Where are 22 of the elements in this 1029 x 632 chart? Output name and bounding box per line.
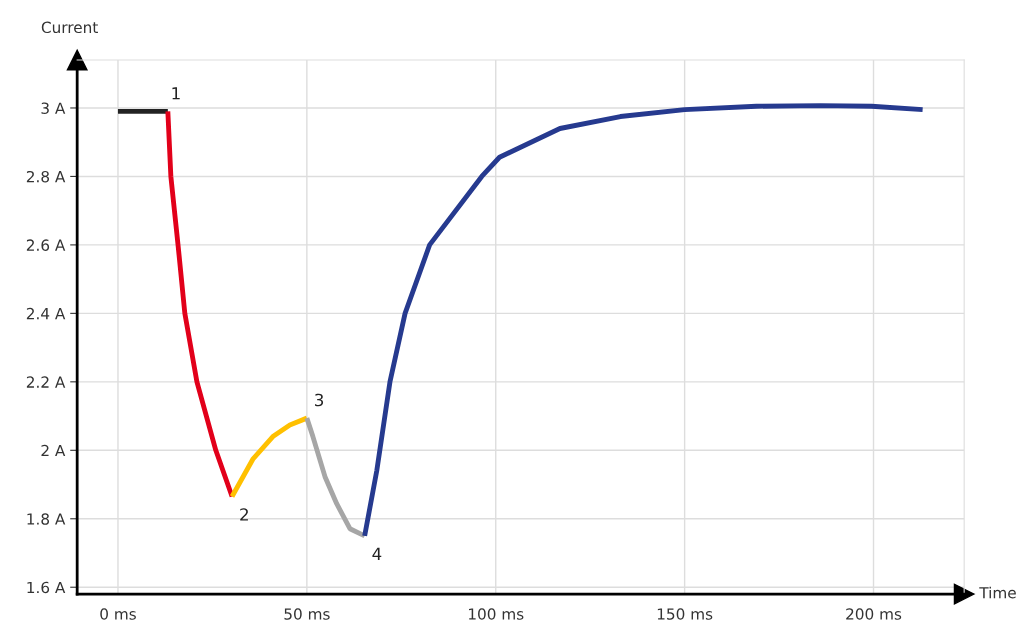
y-tick-label: 2.8 A [26, 170, 66, 183]
y-tick-label: 1.6 A [27, 581, 66, 594]
annotation: 4 [372, 547, 382, 560]
y-tick-label: 1.8 A [27, 513, 66, 525]
annotation: 2 [240, 508, 248, 521]
x-tick-label: 200 ms [846, 608, 902, 620]
y-axis-title: Current [41, 21, 98, 34]
x-tick-label: 0 ms [100, 608, 136, 620]
x-tick-label: 100 ms [468, 608, 524, 620]
line-series [229, 415, 310, 499]
y-tick-label: 2.4 A [26, 307, 66, 320]
x-axis-title: Time [979, 586, 1016, 599]
y-tick-label: 2 A [41, 444, 66, 457]
x-tick-label: 150 ms [657, 608, 713, 620]
y-tick-label: 2.2 A [26, 376, 66, 388]
line-series [362, 103, 926, 539]
annotation: 3 [315, 393, 324, 407]
y-tick-label: 2.6 A [26, 239, 66, 251]
annotation: 1 [172, 87, 180, 100]
line-series [165, 108, 235, 499]
x-tick-label: 50 ms [284, 608, 330, 620]
y-tick-label: 3 A [41, 102, 66, 114]
